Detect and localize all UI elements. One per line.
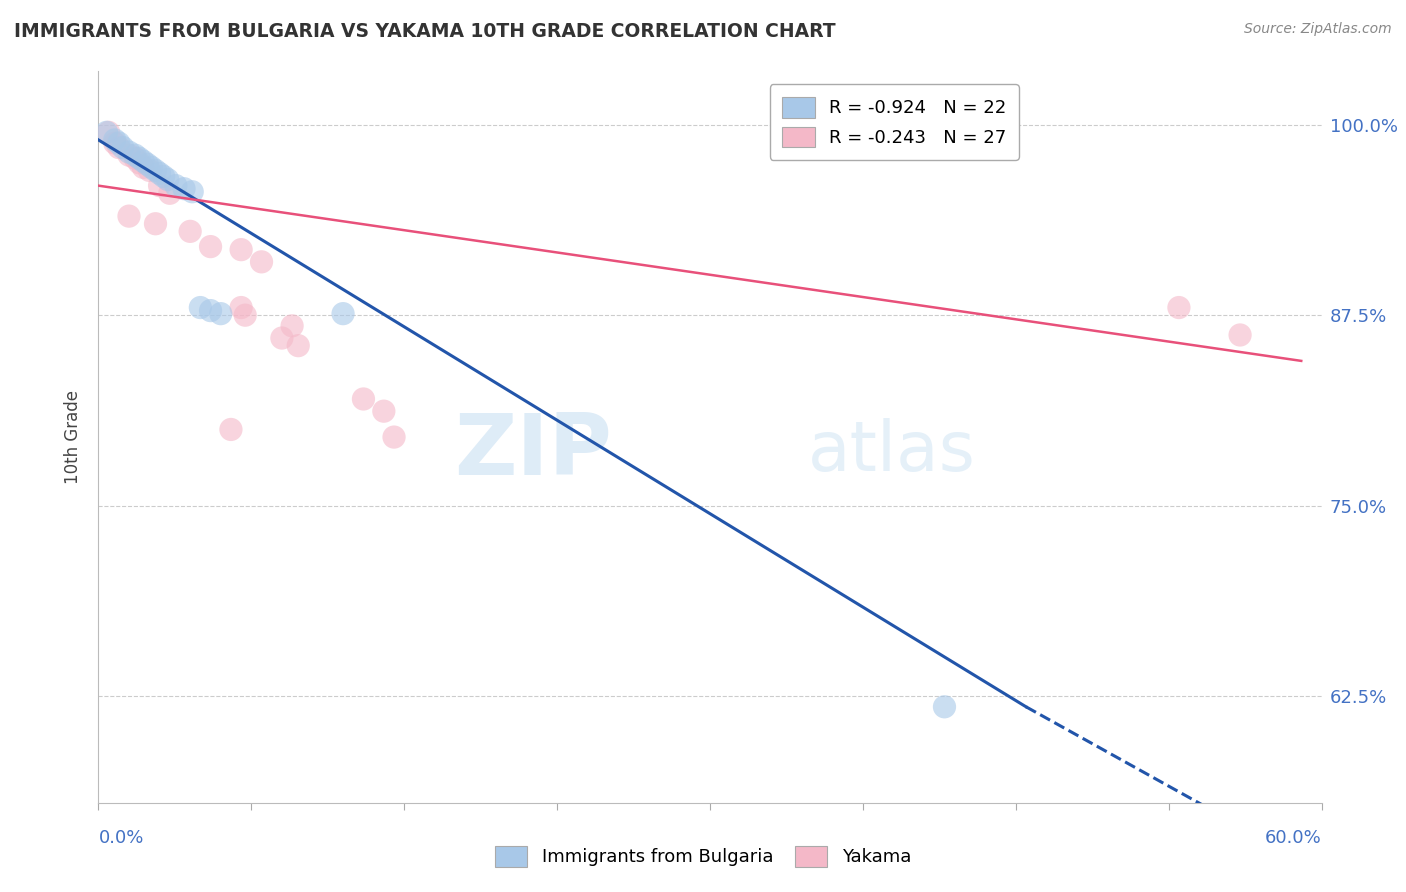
Point	[181, 185, 204, 199]
Text: ZIP: ZIP	[454, 410, 612, 493]
Y-axis label: 10th Grade: 10th Grade	[65, 390, 83, 484]
Point	[149, 178, 172, 193]
Point	[231, 301, 253, 315]
Point	[108, 140, 131, 154]
Point	[209, 307, 232, 321]
Point	[152, 169, 174, 184]
Point	[132, 161, 155, 175]
Point	[108, 136, 131, 150]
Point	[149, 166, 172, 180]
Point	[118, 148, 141, 162]
Point	[250, 255, 273, 269]
Legend: Immigrants from Bulgaria, Yakama: Immigrants from Bulgaria, Yakama	[488, 838, 918, 874]
Point	[145, 217, 167, 231]
Point	[165, 178, 187, 193]
Point	[141, 161, 163, 175]
Point	[124, 151, 146, 165]
Point	[270, 331, 294, 345]
Legend: R = -0.924   N = 22, R = -0.243   N = 27: R = -0.924 N = 22, R = -0.243 N = 27	[769, 84, 1019, 160]
Text: atlas: atlas	[808, 418, 976, 485]
Text: 60.0%: 60.0%	[1265, 829, 1322, 847]
Point	[97, 125, 120, 139]
Text: 0.0%: 0.0%	[98, 829, 143, 847]
Point	[118, 145, 141, 160]
Point	[200, 239, 222, 253]
Point	[118, 209, 141, 223]
Point	[200, 303, 222, 318]
Point	[233, 308, 256, 322]
Point	[159, 186, 181, 201]
Point	[287, 338, 309, 352]
Point	[332, 307, 354, 321]
Point	[124, 148, 146, 162]
Point	[145, 163, 167, 178]
Point	[352, 392, 374, 406]
Point	[1167, 301, 1189, 315]
Point	[281, 318, 304, 333]
Text: Source: ZipAtlas.com: Source: ZipAtlas.com	[1244, 22, 1392, 37]
Point	[188, 301, 212, 315]
Point	[104, 136, 127, 150]
Point	[128, 155, 150, 169]
Point	[179, 224, 201, 238]
Text: IMMIGRANTS FROM BULGARIA VS YAKAMA 10TH GRADE CORRELATION CHART: IMMIGRANTS FROM BULGARIA VS YAKAMA 10TH …	[14, 22, 835, 41]
Point	[132, 154, 155, 169]
Point	[1229, 328, 1251, 343]
Point	[138, 163, 160, 178]
Point	[96, 125, 118, 139]
Point	[934, 699, 956, 714]
Point	[128, 151, 150, 165]
Point	[382, 430, 405, 444]
Point	[156, 172, 179, 186]
Point	[219, 422, 242, 436]
Point	[231, 243, 253, 257]
Point	[173, 182, 195, 196]
Point	[136, 157, 159, 171]
Point	[111, 140, 134, 154]
Point	[104, 133, 127, 147]
Point	[373, 404, 395, 418]
